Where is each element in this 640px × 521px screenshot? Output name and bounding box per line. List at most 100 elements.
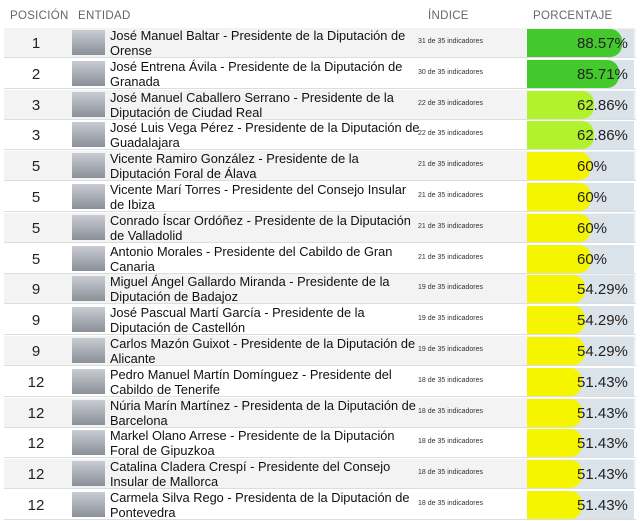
table-row: 12 Markel Olano Arrese - Presidente de la… bbox=[4, 428, 636, 459]
entity-name: José Luis Vega Pérez - Presidente de la … bbox=[110, 120, 420, 151]
avatar bbox=[72, 153, 105, 179]
avatar bbox=[72, 91, 105, 117]
index-text: 21 de 35 indicadores bbox=[418, 192, 483, 199]
table-row: 12 Carmela Silva Rego - Presidenta de la … bbox=[4, 490, 636, 520]
entity-name: Conrado Íscar Ordóñez - Presidente de la… bbox=[110, 212, 411, 243]
entity-name: Vicente Ramiro González - Presidente de … bbox=[110, 151, 359, 182]
index-text: 19 de 35 indicadores bbox=[418, 315, 483, 323]
percentage-label: 54.29% bbox=[577, 312, 628, 330]
position: 9 bbox=[31, 281, 41, 299]
bar-track: 54.29% bbox=[527, 337, 634, 365]
percentage-bar bbox=[527, 306, 586, 335]
percentage-bar bbox=[527, 460, 583, 489]
entity-name: José Entrena Ávila - Presidente de la Di… bbox=[110, 58, 403, 89]
percentage-label: 62.86% bbox=[577, 96, 628, 114]
avatar bbox=[72, 461, 105, 487]
position: 12 bbox=[27, 466, 45, 484]
table-row: 1 José Manuel Baltar - Presidente de la D… bbox=[4, 28, 636, 58]
bar-track: 60% bbox=[527, 213, 634, 242]
percentage-label: 60% bbox=[577, 219, 608, 237]
table-row: 9 Carlos Mazón Guixot - Presidente de la … bbox=[4, 336, 636, 366]
entity-name: Carlos Mazón Guixot - Presidente de la D… bbox=[110, 336, 416, 366]
index-text: 18 de 35 indicadores bbox=[418, 438, 483, 446]
index-text: 18 de 35 indicadores bbox=[418, 407, 483, 415]
table-row: 5 Antonio Morales - Presidente del Cabild… bbox=[4, 244, 636, 274]
position: 9 bbox=[31, 312, 41, 330]
percentage-label: 60% bbox=[577, 189, 608, 206]
percentage-label: 51.43% bbox=[577, 497, 628, 514]
percentage-bar bbox=[527, 213, 592, 242]
entity-name: Pedro Manuel Martín Domínguez - Presiden… bbox=[110, 366, 392, 397]
avatar bbox=[72, 430, 105, 456]
percentage-bar bbox=[527, 152, 592, 181]
avatar bbox=[72, 122, 105, 148]
index-text: 21 de 35 indicadores bbox=[418, 161, 483, 169]
table-row: 3 José Luis Vega Pérez - Presidente de la… bbox=[4, 120, 636, 151]
position: 3 bbox=[31, 127, 41, 145]
index-text: 22 de 35 indicadores bbox=[418, 99, 483, 107]
percentage-bar bbox=[527, 398, 583, 427]
percentage-bar bbox=[527, 121, 595, 150]
avatar bbox=[72, 307, 105, 333]
rows: 1 José Manuel Baltar - Presidente de la D… bbox=[0, 28, 640, 521]
index-text: 18 de 35 indicadores bbox=[418, 376, 483, 384]
header-index: ÍNDICE bbox=[428, 10, 469, 22]
avatar bbox=[72, 492, 105, 517]
avatar bbox=[72, 338, 105, 363]
index-text: 19 de 35 indicadores bbox=[418, 346, 483, 353]
position: 12 bbox=[27, 497, 45, 514]
entity-name: José Manuel Baltar - Presidente de la Di… bbox=[110, 28, 406, 58]
position: 2 bbox=[31, 65, 41, 83]
percentage-label: 54.29% bbox=[577, 281, 628, 299]
bar-track: 88.57% bbox=[527, 29, 634, 57]
bar-track: 51.43% bbox=[527, 491, 634, 519]
header-percentage: PORCENTAJE bbox=[533, 10, 613, 22]
table-row: 5 Vicente Marí Torres - Presidente del Co… bbox=[4, 182, 636, 212]
percentage-label: 60% bbox=[577, 158, 608, 176]
bar-track: 85.71% bbox=[527, 59, 634, 88]
percentage-label: 51.43% bbox=[577, 404, 628, 422]
percentage-bar bbox=[527, 275, 586, 304]
bar-track: 60% bbox=[527, 152, 634, 181]
entity-name: Núria Marín Martínez - Presidenta de la … bbox=[110, 397, 416, 428]
avatar bbox=[72, 30, 105, 55]
bar-track: 51.43% bbox=[527, 398, 634, 427]
position: 5 bbox=[31, 189, 41, 206]
table-row: 5 Vicente Ramiro González - Presidente de… bbox=[4, 151, 636, 182]
avatar bbox=[72, 214, 105, 240]
position: 9 bbox=[31, 343, 41, 360]
percentage-bar bbox=[527, 429, 583, 458]
table-row: 12 Núria Marín Martínez - Presidenta de l… bbox=[4, 397, 636, 428]
avatar bbox=[72, 368, 105, 394]
index-text: 19 de 35 indicadores bbox=[418, 284, 483, 292]
bar-track: 62.86% bbox=[527, 90, 634, 119]
bar-track: 60% bbox=[527, 244, 634, 273]
bar-track: 51.43% bbox=[527, 460, 634, 489]
percentage-label: 85.71% bbox=[577, 65, 628, 83]
entity-name: Miguel Ángel Gallardo Miranda - Presiden… bbox=[110, 274, 390, 305]
table-row: 9 Miguel Ángel Gallardo Miranda - Preside… bbox=[4, 274, 636, 305]
bar-track: 62.86% bbox=[527, 121, 634, 150]
entity-name: Catalina Cladera Crespí - Presidente del… bbox=[110, 459, 391, 490]
percentage-bar bbox=[527, 59, 619, 88]
percentage-label: 62.86% bbox=[577, 127, 628, 145]
position: 12 bbox=[27, 435, 45, 453]
bar-track: 60% bbox=[527, 183, 634, 211]
entity-name: José Pascual Martí García - Presidente d… bbox=[110, 305, 365, 336]
entity-name: Antonio Morales - Presidente del Cabildo… bbox=[110, 243, 393, 274]
percentage-bar bbox=[527, 244, 592, 273]
bar-track: 54.29% bbox=[527, 306, 634, 335]
index-text: 22 de 35 indicadores bbox=[418, 130, 483, 138]
position: 1 bbox=[31, 35, 41, 52]
table-row: 3 José Manuel Caballero Serrano - Preside… bbox=[4, 89, 636, 120]
table-row: 12 Catalina Cladera Crespí - Presidente d… bbox=[4, 459, 636, 490]
bar-track: 54.29% bbox=[527, 275, 634, 304]
position: 5 bbox=[31, 250, 41, 268]
index-text: 31 de 35 indicadores bbox=[418, 38, 483, 45]
avatar bbox=[72, 399, 105, 425]
index-text: 18 de 35 indicadores bbox=[418, 469, 483, 477]
position: 12 bbox=[27, 404, 45, 422]
bar-track: 51.43% bbox=[527, 429, 634, 458]
table-row: 9 José Pascual Martí García - Presidente … bbox=[4, 305, 636, 336]
